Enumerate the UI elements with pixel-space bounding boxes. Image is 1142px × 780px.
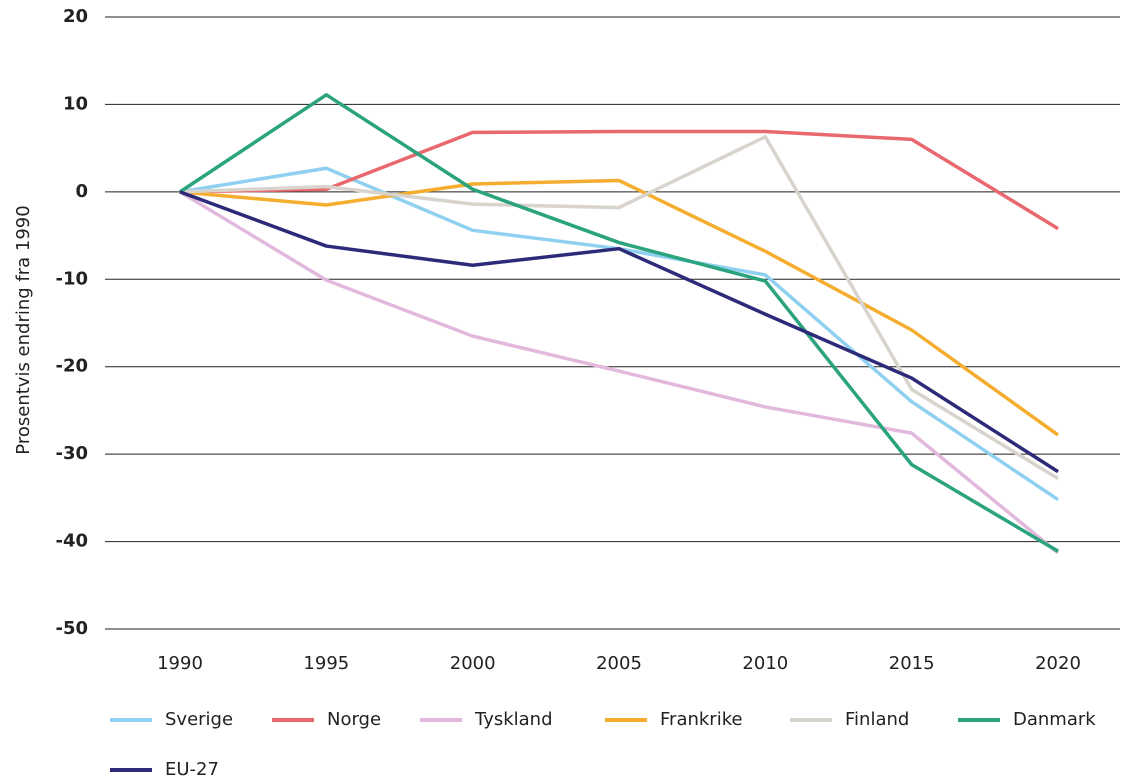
x-tick-label: 2000 — [450, 653, 496, 674]
y-tick-label: 10 — [63, 93, 88, 114]
legend-label: Finland — [845, 709, 909, 730]
x-tick-label: 2020 — [1035, 653, 1081, 674]
legend-label: Danmark — [1013, 709, 1096, 730]
y-tick-label: -10 — [55, 268, 88, 289]
series-line — [179, 135, 1059, 481]
series-line — [179, 190, 1059, 474]
series-line — [179, 166, 1059, 502]
x-tick-label: 2015 — [889, 653, 935, 674]
series-line — [179, 190, 1060, 555]
legend-label: EU-27 — [165, 759, 219, 780]
x-tick-label: 2005 — [596, 653, 642, 674]
legend-label: Sverige — [165, 709, 233, 730]
legend-label: Norge — [327, 709, 381, 730]
x-tick-label: 1995 — [303, 653, 349, 674]
x-tick-label: 2010 — [742, 653, 788, 674]
y-tick-label: 20 — [63, 6, 88, 27]
x-tick-label: 1990 — [157, 653, 203, 674]
series-line — [179, 129, 1059, 231]
y-tick-label: -30 — [55, 443, 88, 464]
y-tick-label: -50 — [55, 618, 88, 639]
y-tick-label: -20 — [55, 356, 88, 377]
y-tick-label: -40 — [55, 531, 88, 552]
legend-label: Frankrike — [660, 709, 743, 730]
series-line — [179, 178, 1060, 437]
y-axis-label: Prosentvis endring fra 1990 — [13, 205, 34, 454]
legend-label: Tyskland — [474, 709, 553, 730]
y-tick-label: 0 — [75, 181, 88, 202]
series-line — [179, 93, 1059, 553]
